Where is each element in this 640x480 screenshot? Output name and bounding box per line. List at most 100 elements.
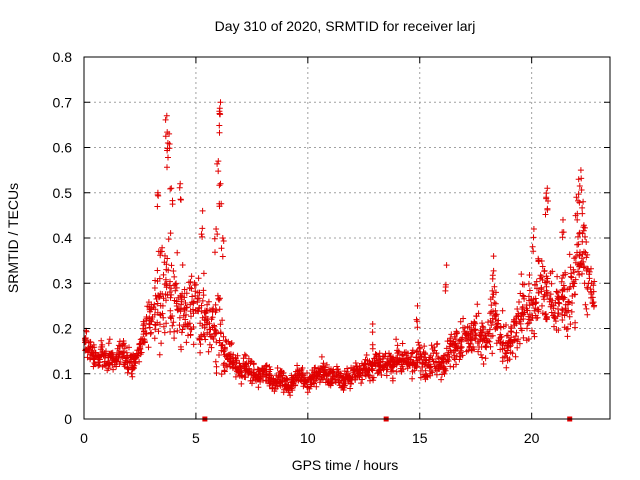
y-tick-label: 0 bbox=[64, 411, 72, 427]
data-point bbox=[564, 333, 571, 340]
data-point bbox=[176, 184, 183, 191]
data-point bbox=[489, 287, 496, 294]
data-point bbox=[433, 371, 440, 378]
data-point bbox=[551, 323, 557, 330]
data-point bbox=[579, 230, 586, 237]
data-point bbox=[544, 275, 551, 282]
data-point bbox=[561, 294, 568, 301]
data-point bbox=[344, 368, 351, 375]
data-point bbox=[472, 326, 479, 333]
data-point bbox=[358, 380, 365, 387]
data-point bbox=[443, 358, 450, 365]
data-point bbox=[278, 370, 285, 377]
data-point bbox=[418, 353, 425, 360]
data-point bbox=[579, 270, 585, 277]
data-point bbox=[378, 372, 385, 378]
data-point bbox=[350, 365, 356, 372]
data-point bbox=[390, 362, 397, 369]
data-point bbox=[201, 333, 208, 340]
data-point bbox=[564, 301, 571, 308]
data-point bbox=[493, 311, 500, 318]
data-point bbox=[213, 226, 220, 232]
data-point bbox=[559, 317, 566, 323]
data-point bbox=[122, 343, 128, 349]
data-point bbox=[542, 316, 549, 323]
data-point bbox=[117, 343, 123, 350]
data-point bbox=[217, 111, 224, 118]
data-point bbox=[182, 300, 189, 306]
data-point bbox=[232, 373, 239, 380]
data-point bbox=[202, 336, 209, 343]
data-point bbox=[535, 257, 542, 264]
data-point bbox=[524, 307, 531, 314]
data-point bbox=[171, 273, 178, 280]
data-point bbox=[200, 292, 207, 299]
data-point bbox=[503, 350, 510, 357]
data-point bbox=[226, 356, 233, 362]
data-point bbox=[116, 338, 123, 345]
data-point bbox=[347, 385, 354, 392]
y-tick-label: 0.1 bbox=[53, 366, 73, 382]
data-point bbox=[436, 359, 443, 366]
data-point bbox=[508, 329, 515, 335]
data-point bbox=[170, 319, 177, 326]
data-point bbox=[183, 311, 189, 318]
data-point bbox=[215, 295, 222, 302]
data-point bbox=[405, 360, 411, 367]
data-point bbox=[241, 351, 248, 358]
data-point bbox=[171, 335, 178, 342]
data-point bbox=[493, 289, 499, 296]
data-point bbox=[442, 281, 449, 288]
data-point bbox=[482, 355, 489, 362]
data-point bbox=[560, 216, 566, 223]
data-point bbox=[352, 376, 359, 383]
data-point bbox=[539, 277, 546, 283]
data-point bbox=[159, 310, 166, 317]
data-point bbox=[188, 326, 195, 333]
data-point bbox=[168, 262, 175, 269]
data-point bbox=[416, 342, 422, 348]
data-point bbox=[580, 198, 587, 205]
data-point bbox=[183, 290, 190, 297]
data-point bbox=[287, 392, 294, 399]
data-point bbox=[519, 304, 526, 310]
data-point bbox=[414, 348, 421, 355]
data-point bbox=[121, 363, 128, 370]
data-point bbox=[356, 366, 363, 373]
data-point bbox=[393, 354, 400, 361]
data-point bbox=[455, 340, 461, 347]
data-point bbox=[370, 377, 377, 384]
data-point bbox=[216, 182, 223, 189]
data-point bbox=[110, 366, 117, 373]
data-point bbox=[443, 262, 450, 269]
data-point bbox=[574, 249, 580, 256]
y-tick-label: 0.5 bbox=[53, 185, 73, 201]
data-point bbox=[188, 285, 195, 292]
data-point bbox=[170, 268, 177, 274]
data-point bbox=[194, 295, 201, 302]
data-point bbox=[165, 154, 171, 161]
data-point bbox=[575, 261, 582, 268]
data-point bbox=[467, 340, 474, 347]
data-point bbox=[479, 323, 486, 330]
data-point bbox=[214, 160, 221, 167]
data-point bbox=[579, 251, 586, 257]
data-point bbox=[167, 307, 174, 314]
data-point bbox=[189, 293, 196, 300]
data-point bbox=[561, 312, 568, 319]
x-tick-label: 10 bbox=[300, 430, 316, 446]
data-point bbox=[575, 233, 581, 240]
data-point bbox=[318, 353, 325, 360]
data-point bbox=[394, 342, 401, 349]
data-point bbox=[183, 339, 190, 346]
data-point bbox=[167, 294, 174, 301]
data-point bbox=[151, 335, 158, 342]
data-point bbox=[166, 289, 173, 295]
data-point bbox=[422, 351, 429, 358]
data-point bbox=[526, 287, 533, 294]
data-point bbox=[177, 196, 184, 203]
data-point bbox=[220, 238, 227, 244]
data-point bbox=[113, 363, 120, 370]
data-point bbox=[174, 327, 181, 334]
data-point bbox=[312, 364, 319, 371]
